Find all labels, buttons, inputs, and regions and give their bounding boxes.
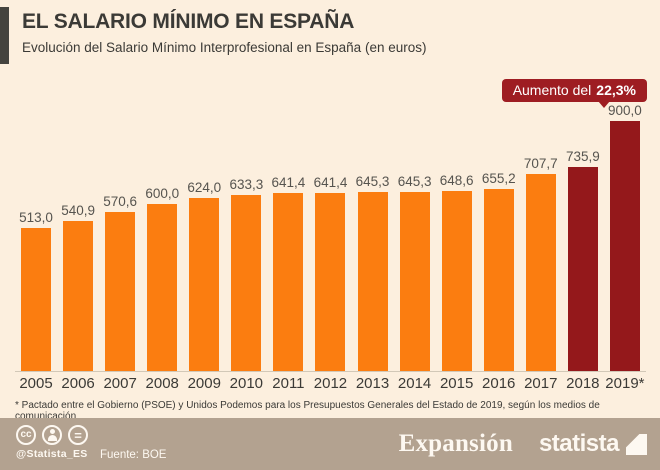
bar-value-label: 641,4 <box>271 175 306 190</box>
bar <box>483 189 514 371</box>
bar-value-label: 655,2 <box>481 171 516 186</box>
expansion-logo: Expansión <box>398 430 513 457</box>
statista-logo-icon <box>626 433 647 455</box>
bar-value-label: 641,4 <box>313 175 348 190</box>
x-axis-tick-label: 2017 <box>524 375 558 392</box>
twitter-handle[interactable]: @Statista_ES <box>16 448 88 460</box>
bar <box>357 192 388 371</box>
title-accent-bar <box>0 7 9 64</box>
bar-value-label: 900,0 <box>608 103 642 118</box>
bar <box>525 174 556 371</box>
bar-value-label: 645,3 <box>355 174 390 189</box>
bar-column: 655,2 <box>478 171 520 371</box>
license-block: cc = @Statista_ES <box>16 425 88 460</box>
bar-value-label: 540,9 <box>61 203 95 218</box>
bar-chart: 513,0 540,9 570,6 600,0 624,0 633,3 641,… <box>15 103 646 392</box>
bar-column: 900,0 <box>604 103 646 371</box>
x-axis-tick-label: 2011 <box>272 375 305 392</box>
brand-logos: Expansión statista <box>399 418 647 470</box>
x-axis-tick-label: 2014 <box>397 375 432 392</box>
bar-column: 624,0 <box>183 180 225 371</box>
bar-column: 641,4 <box>309 175 351 371</box>
bar-column: 648,6 <box>436 173 478 371</box>
x-axis-tick-label: 2015 <box>439 375 474 392</box>
bars-row: 513,0 540,9 570,6 600,0 624,0 633,3 641,… <box>15 103 646 371</box>
bar-value-label: 645,3 <box>397 174 432 189</box>
badge-value: 22,3% <box>596 82 636 98</box>
cc-attribution-icon <box>42 425 62 445</box>
bar-column: 513,0 <box>15 210 57 371</box>
x-axis-tick-label: 2018 <box>566 375 600 392</box>
bar-column: 540,9 <box>57 203 99 371</box>
x-axis-tick-label: 2007 <box>103 375 137 392</box>
bar-column: 633,3 <box>225 177 267 371</box>
badge-pointer-icon <box>597 101 610 108</box>
bar <box>63 221 94 371</box>
statista-wordmark: statista <box>538 430 620 457</box>
bar-column: 570,6 <box>99 194 141 371</box>
bar-value-label: 707,7 <box>523 156 558 171</box>
bar-value-label: 624,0 <box>187 180 222 195</box>
x-axis-tick-label: 2010 <box>229 375 264 392</box>
bar <box>273 193 304 371</box>
cc-no-derivatives-icon: = <box>68 425 88 445</box>
bar-value-label: 570,6 <box>103 194 138 209</box>
bar-column: 600,0 <box>141 186 183 371</box>
bar-column: 645,3 <box>352 174 394 371</box>
bar <box>567 167 598 371</box>
footnote: * Pactado entre el Gobierno (PSOE) y Uni… <box>15 400 600 422</box>
bar <box>21 228 52 371</box>
bar-value-label: 600,0 <box>145 186 180 201</box>
bar <box>609 121 640 371</box>
page-subtitle: Evolución del Salario Mínimo Interprofes… <box>22 40 427 55</box>
bar-value-label: 648,6 <box>439 173 474 188</box>
bar-value-label: 735,9 <box>565 149 600 164</box>
bar <box>189 198 220 371</box>
source-label: Fuente: BOE <box>100 449 167 461</box>
footer-bar: cc = @Statista_ES Fuente: BOE Expansión … <box>0 418 660 470</box>
bar <box>399 192 430 371</box>
bar-column: 645,3 <box>394 174 436 371</box>
bar-value-label: 513,0 <box>19 210 53 225</box>
x-axis-tick-label: 2006 <box>61 375 95 392</box>
x-axis-tick-label: 2019* <box>605 375 645 392</box>
badge-label: Aumento del <box>512 82 592 98</box>
x-axis-labels: 2005 2006 2007 2008 2009 2010 2011 2012 … <box>15 372 646 392</box>
bar <box>147 204 178 371</box>
bar <box>105 212 136 371</box>
cc-license-icon: cc <box>16 425 36 445</box>
increase-badge: Aumento del 22,3% <box>501 79 647 108</box>
bar-column: 707,7 <box>520 156 562 371</box>
x-axis-tick-label: 2005 <box>19 375 53 392</box>
x-axis-tick-label: 2012 <box>313 375 348 392</box>
bar-value-label: 633,3 <box>229 177 264 192</box>
bar-column: 735,9 <box>562 149 604 371</box>
x-axis-tick-label: 2008 <box>145 375 179 392</box>
x-axis-tick-label: 2009 <box>187 375 221 392</box>
bar <box>315 193 346 371</box>
x-axis-tick-label: 2013 <box>355 375 390 392</box>
x-axis-tick-label: 2016 <box>482 375 516 392</box>
bar-column: 641,4 <box>267 175 309 371</box>
bar <box>231 195 262 371</box>
bar <box>441 191 472 371</box>
x-axis-line <box>15 371 646 372</box>
page-title: EL SALARIO MÍNIMO EN ESPAÑA <box>22 10 355 33</box>
